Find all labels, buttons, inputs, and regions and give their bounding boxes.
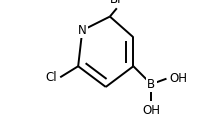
Text: B: B — [147, 78, 155, 91]
Text: N: N — [78, 24, 87, 37]
Text: Br: Br — [110, 0, 123, 6]
Text: OH: OH — [142, 104, 160, 116]
Text: Cl: Cl — [46, 71, 57, 84]
Text: OH: OH — [169, 72, 187, 85]
